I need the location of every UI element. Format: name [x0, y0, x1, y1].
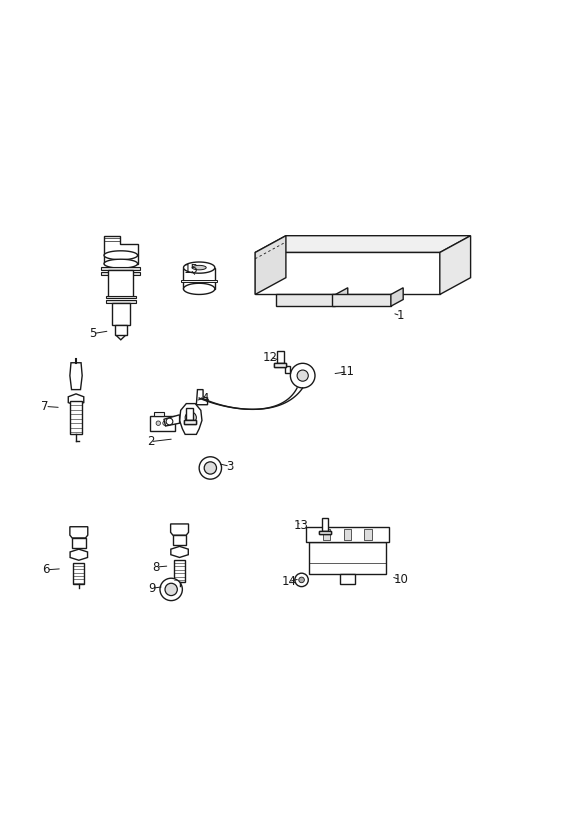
Text: 13: 13 — [294, 518, 309, 531]
Bar — [274, 363, 286, 367]
Circle shape — [156, 421, 160, 425]
Bar — [73, 563, 85, 584]
Polygon shape — [196, 390, 208, 405]
Polygon shape — [255, 236, 470, 252]
Polygon shape — [440, 236, 470, 294]
Text: 10: 10 — [393, 574, 408, 587]
Text: 9: 9 — [148, 582, 155, 595]
Polygon shape — [184, 283, 215, 294]
Bar — [343, 530, 352, 540]
Polygon shape — [192, 265, 206, 269]
Polygon shape — [255, 252, 440, 294]
Bar — [184, 268, 215, 289]
Polygon shape — [335, 288, 348, 307]
Bar — [340, 574, 355, 584]
Polygon shape — [332, 294, 391, 307]
Circle shape — [185, 412, 196, 424]
Circle shape — [204, 461, 216, 474]
Polygon shape — [164, 414, 180, 426]
Polygon shape — [70, 527, 88, 538]
Circle shape — [160, 578, 182, 601]
Bar — [364, 530, 373, 540]
Text: 14: 14 — [281, 575, 296, 588]
Text: 8: 8 — [152, 560, 160, 574]
Circle shape — [297, 370, 308, 382]
Text: 15: 15 — [183, 263, 198, 276]
Bar — [154, 412, 164, 416]
Circle shape — [290, 363, 315, 388]
Bar — [150, 416, 175, 431]
Bar — [310, 542, 385, 574]
Bar — [319, 531, 331, 534]
Bar — [111, 303, 130, 325]
Circle shape — [295, 574, 308, 587]
Circle shape — [166, 418, 173, 425]
Polygon shape — [276, 294, 335, 307]
Polygon shape — [171, 524, 188, 535]
Bar — [319, 531, 331, 534]
Polygon shape — [70, 549, 87, 560]
Polygon shape — [104, 260, 138, 268]
Text: 2: 2 — [147, 435, 154, 448]
Bar — [106, 296, 136, 298]
Bar — [104, 255, 138, 264]
Text: 12: 12 — [263, 351, 278, 363]
Bar — [108, 270, 134, 297]
Bar — [181, 280, 217, 283]
Text: 11: 11 — [340, 365, 355, 378]
Text: 1: 1 — [397, 309, 405, 322]
Bar — [106, 300, 136, 303]
Polygon shape — [255, 236, 286, 294]
Circle shape — [298, 577, 304, 583]
Polygon shape — [285, 366, 290, 372]
Bar — [174, 560, 185, 582]
Bar — [322, 518, 328, 531]
Polygon shape — [104, 236, 138, 255]
Polygon shape — [180, 404, 202, 434]
Text: 7: 7 — [41, 400, 49, 413]
Circle shape — [165, 583, 177, 596]
Text: 4: 4 — [201, 391, 209, 405]
Bar — [184, 420, 196, 424]
Bar — [187, 408, 193, 420]
Bar — [101, 272, 140, 275]
Text: 5: 5 — [89, 327, 97, 340]
Bar — [115, 325, 127, 335]
Bar — [72, 538, 86, 548]
Bar — [274, 363, 286, 367]
Text: 6: 6 — [43, 564, 50, 576]
Polygon shape — [171, 546, 188, 558]
Bar — [101, 267, 140, 270]
Polygon shape — [70, 363, 82, 390]
Bar — [184, 420, 196, 424]
Circle shape — [163, 421, 167, 425]
Bar — [71, 400, 82, 434]
Text: 3: 3 — [226, 460, 234, 473]
Bar — [277, 351, 284, 363]
Bar — [173, 535, 187, 545]
Polygon shape — [68, 394, 84, 405]
Bar — [322, 530, 331, 540]
Polygon shape — [104, 250, 138, 260]
Circle shape — [199, 456, 222, 480]
Polygon shape — [184, 262, 215, 274]
Polygon shape — [391, 288, 403, 307]
Polygon shape — [305, 527, 389, 542]
